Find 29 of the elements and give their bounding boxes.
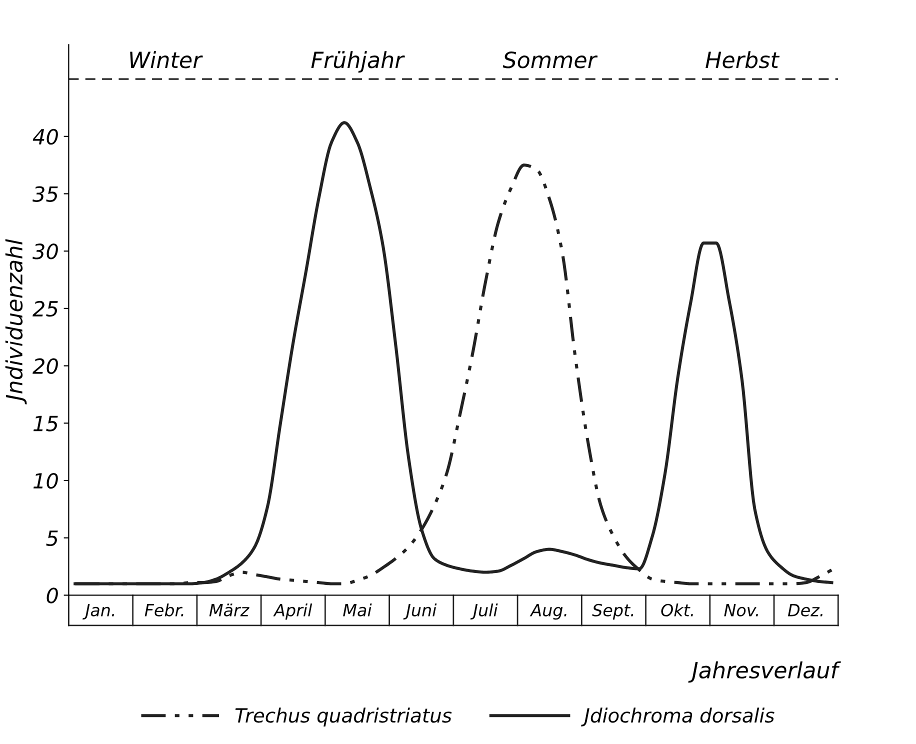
x-tick-label: Juni — [403, 604, 437, 620]
x-tick-label: Okt. — [661, 604, 693, 616]
y-tick-label: 5 — [46, 530, 58, 546]
y-tick-label: 0 — [46, 588, 58, 604]
x-tick-label: Dez. — [788, 604, 822, 616]
annotation: Winter — [130, 51, 203, 68]
y-tick-label: 25 — [32, 300, 58, 317]
x-tick-label: April — [273, 604, 312, 620]
x-tick-label: Sept. — [592, 604, 634, 620]
x-tick-label: Aug. — [530, 604, 566, 620]
x-tick-label: Mai — [343, 604, 372, 616]
x-tick-label: Juli — [470, 604, 498, 620]
x-tick-label: Nov. — [724, 604, 758, 616]
legend-label: Trechus quadristriatus — [235, 708, 452, 726]
x-tick-label: März — [209, 604, 250, 616]
annotation: Sommer — [502, 51, 598, 68]
y-tick-label: 40 — [32, 128, 58, 145]
x-tick-label: Jan. — [82, 604, 114, 620]
annotation: Frühjahr — [311, 51, 405, 73]
x-axis-title: Jahresverlauf — [688, 661, 841, 683]
y-tick-label: 10 — [33, 472, 58, 489]
legend-label: Jdiochroma dorsalis — [581, 708, 774, 726]
annotation: Herbst — [706, 51, 780, 68]
y-tick-label: 35 — [32, 186, 58, 202]
x-tick-label: Febr. — [144, 604, 184, 616]
y-tick-label: 20 — [32, 358, 58, 374]
y-tick-label: 30 — [32, 244, 58, 260]
y-axis-title: Jndividuenzahl — [5, 239, 27, 404]
y-tick-label: 15 — [33, 416, 58, 432]
